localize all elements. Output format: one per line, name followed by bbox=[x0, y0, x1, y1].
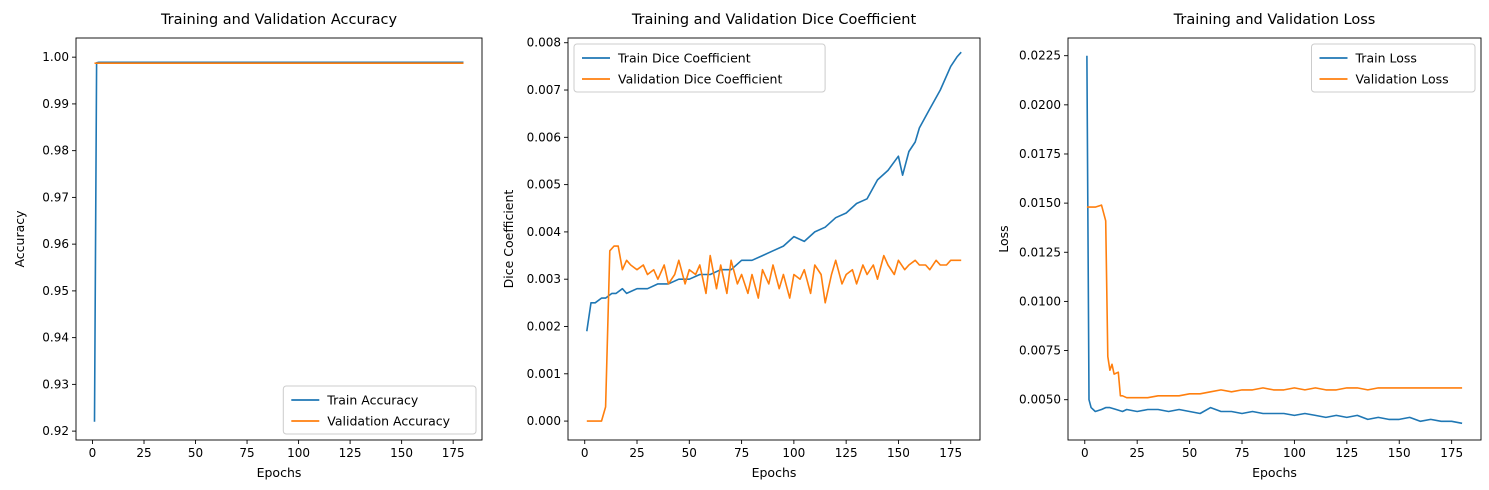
chart-title: Training and Validation Accuracy bbox=[160, 12, 398, 28]
y-tick-label: 0.0225 bbox=[1019, 49, 1061, 63]
legend-label: Validation Loss bbox=[1356, 72, 1449, 87]
legend-label: Train Accuracy bbox=[326, 393, 419, 408]
x-tick-label: 0 bbox=[1081, 446, 1089, 460]
x-tick-label: 125 bbox=[835, 446, 858, 460]
y-tick-label: 0.005 bbox=[527, 178, 561, 192]
y-axis-label: Accuracy bbox=[12, 210, 27, 268]
legend-box bbox=[573, 43, 826, 93]
legend-label: Train Loss bbox=[1355, 51, 1417, 66]
x-tick-label: 50 bbox=[682, 446, 697, 460]
y-tick-label: 0.96 bbox=[42, 237, 69, 251]
legend-label: Validation Accuracy bbox=[327, 414, 450, 429]
x-tick-label: 100 bbox=[287, 446, 310, 460]
plot-frame bbox=[567, 37, 981, 441]
x-tick-label: 175 bbox=[939, 446, 962, 460]
x-tick-label: 150 bbox=[887, 446, 910, 460]
chart-panel-3: Training and Validation Loss 0 25 50 75 100 12… bbox=[996, 12, 1482, 480]
y-tick-label: 0.001 bbox=[527, 367, 561, 381]
x-tick-label: 25 bbox=[629, 446, 644, 460]
x-axis-label: Epochs bbox=[257, 465, 302, 480]
legend-label: Train Dice Coefficient bbox=[617, 51, 751, 66]
y-tick-label: 0.97 bbox=[42, 190, 69, 204]
y-tick-label: 0.98 bbox=[42, 144, 69, 158]
y-tick-label: 0.002 bbox=[527, 319, 561, 333]
y-tick-label: 0.0125 bbox=[1019, 245, 1061, 259]
x-tick-label: 25 bbox=[136, 446, 151, 460]
y-tick-label: 0.0150 bbox=[1019, 196, 1061, 210]
x-tick-label: 175 bbox=[442, 446, 465, 460]
x-tick-label: 150 bbox=[1388, 446, 1411, 460]
legend-box bbox=[282, 385, 477, 435]
x-tick-label: 0 bbox=[581, 446, 589, 460]
plot-frame bbox=[75, 37, 483, 441]
y-tick-label: 0.93 bbox=[42, 377, 69, 391]
series-line-train bbox=[586, 51, 962, 332]
series-line-train bbox=[93, 61, 464, 422]
y-tick-label: 0.004 bbox=[527, 225, 561, 239]
y-tick-label: 0.000 bbox=[527, 414, 561, 428]
x-tick-label: 75 bbox=[239, 446, 254, 460]
x-tick-label: 125 bbox=[1335, 446, 1358, 460]
plot-frame bbox=[1067, 37, 1482, 441]
series-line-validation bbox=[586, 245, 962, 422]
x-tick-label: 175 bbox=[1440, 446, 1463, 460]
y-tick-label: 0.006 bbox=[527, 130, 561, 144]
x-axis-label: Epochs bbox=[752, 465, 797, 480]
y-tick-label: 0.0050 bbox=[1019, 393, 1061, 407]
x-tick-label: 75 bbox=[734, 446, 749, 460]
x-tick-label: 100 bbox=[1283, 446, 1306, 460]
y-axis-label: Dice Coefficient bbox=[501, 190, 516, 289]
legend-label: Validation Dice Coefficient bbox=[618, 72, 782, 87]
y-tick-label: 0.007 bbox=[527, 83, 561, 97]
series-line-validation bbox=[1086, 204, 1463, 399]
legend: Train Accuracy Validation Accuracy bbox=[282, 385, 477, 435]
chart-title: Training and Validation Dice Coefficient bbox=[631, 12, 917, 28]
y-tick-label: 0.92 bbox=[42, 424, 69, 438]
chart-panel-2: Training and Validation Dice Coefficient… bbox=[501, 12, 981, 480]
chart-title: Training and Validation Loss bbox=[1173, 12, 1376, 28]
y-tick-label: 0.0175 bbox=[1019, 147, 1061, 161]
legend: Train Dice Coefficient Validation Dice Co… bbox=[573, 43, 826, 93]
legend: Train Loss Validation Loss bbox=[1311, 43, 1476, 93]
x-tick-label: 150 bbox=[390, 446, 413, 460]
y-tick-label: 0.0200 bbox=[1019, 98, 1061, 112]
x-tick-label: 50 bbox=[1182, 446, 1197, 460]
y-tick-label: 0.0075 bbox=[1019, 344, 1061, 358]
x-tick-label: 75 bbox=[1234, 446, 1249, 460]
y-tick-label: 0.003 bbox=[527, 272, 561, 286]
legend-box bbox=[1311, 43, 1476, 93]
x-tick-label: 0 bbox=[89, 446, 97, 460]
x-tick-label: 125 bbox=[339, 446, 362, 460]
y-tick-label: 0.95 bbox=[42, 284, 69, 298]
y-tick-label: 1.00 bbox=[42, 50, 69, 64]
y-tick-label: 0.008 bbox=[527, 36, 561, 50]
x-tick-label: 100 bbox=[782, 446, 805, 460]
y-tick-label: 0.0100 bbox=[1019, 294, 1061, 308]
y-tick-label: 0.94 bbox=[42, 331, 69, 345]
series-line-train bbox=[1086, 55, 1463, 425]
y-axis-label: Loss bbox=[996, 225, 1011, 252]
x-axis-label: Epochs bbox=[1252, 465, 1297, 480]
x-tick-label: 25 bbox=[1130, 446, 1145, 460]
y-tick-label: 0.99 bbox=[42, 97, 69, 111]
x-tick-label: 50 bbox=[188, 446, 203, 460]
chart-panel-1: Training and Validation Accuracy 0 25 50 75 1… bbox=[12, 12, 483, 480]
